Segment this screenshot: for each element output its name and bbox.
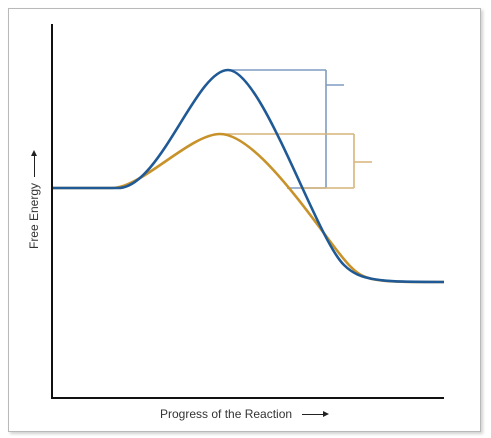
y-axis-label-text: Free Energy bbox=[27, 182, 41, 250]
uncatalyzed-activation-bracket bbox=[228, 69, 344, 189]
catalyzed-activation-bracket bbox=[222, 133, 372, 189]
x-axis-arrow-icon bbox=[302, 410, 330, 417]
x-axis-label: Progress of the Reaction bbox=[160, 407, 330, 421]
x-axis-label-text: Progress of the Reaction bbox=[160, 407, 293, 421]
catalyzed-curve bbox=[53, 132, 445, 284]
y-axis-arrow-icon bbox=[33, 154, 35, 177]
uncatalyzed-curve bbox=[53, 68, 445, 284]
